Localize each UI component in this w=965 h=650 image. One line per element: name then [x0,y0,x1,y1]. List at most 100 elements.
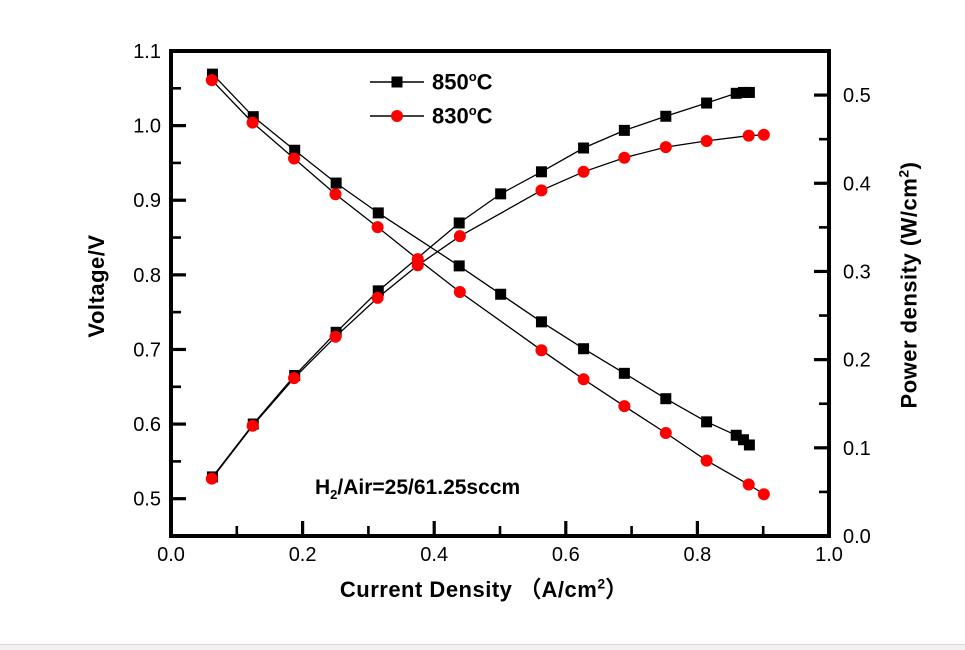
square-marker [730,87,742,99]
x-title-post: ） [605,577,629,602]
circle-marker [700,134,713,147]
circle-marker [288,372,301,385]
y-left-tick-label: 0.6 [133,414,161,436]
circle-marker [757,488,770,501]
y-right-tick-label: 0.0 [843,526,871,548]
x-title-sup: 2 [597,575,606,592]
square-marker [453,217,465,229]
y-left-axis-title-text: Voltage/V [84,234,109,338]
series-850C-power [206,86,755,483]
y-left-tick-label: 0.8 [133,265,161,287]
x-tick-label: 0.4 [420,544,448,566]
y-right-tick-label: 0.4 [843,173,871,195]
square-marker [660,393,672,405]
square-marker [453,260,465,272]
series-line [211,79,765,495]
x-tick-label: 0.6 [552,544,580,566]
x-axis-ticks: 0.0 0.2 0.4 0.6 0.8 1.0 [157,521,843,566]
square-marker [578,343,590,355]
circle-marker [577,165,590,178]
square-marker [247,111,259,123]
series-830C-voltage [205,74,770,501]
x-title-pre: Current Density （A/cm [339,577,598,602]
circle-marker [577,373,590,386]
square-marker [737,86,749,98]
square-marker [535,166,547,178]
circle-marker [659,141,672,154]
square-marker [701,97,713,109]
square-marker [660,110,672,122]
legend-square-marker [391,76,403,88]
circle-marker [618,400,631,413]
x-tick-label: 1.0 [815,544,843,566]
circle-marker [411,259,424,272]
y-left-tick-label: 0.7 [133,339,161,361]
circle-marker [700,454,713,467]
y-left-axis-title: Voltage/V [84,234,110,337]
y-left-tick-label: 1.0 [133,116,161,138]
legend-label-850: 850oC [432,68,493,95]
y-right-axis-ticks: 0.0 0.1 0.2 0.3 0.4 0.5 [814,85,871,548]
y-right-title-pre: Power density (W/cm [896,177,922,409]
circle-marker [246,419,259,432]
circle-marker [329,330,342,343]
square-marker [701,416,713,428]
y-right-tick-label: 0.1 [843,438,871,460]
circle-marker [246,116,259,129]
x-tick-label: 0.2 [289,544,317,566]
square-marker [289,144,301,156]
legend-item-830: 830oC [370,99,493,133]
circle-marker [205,472,218,485]
square-marker [372,207,384,219]
legend-label-830: 830oC [432,102,493,129]
legend: 850oC 830oC [370,65,493,133]
square-marker [743,86,755,98]
y-right-axis-title: Power density (W/cm2) [895,162,922,409]
legend-circle-marker [391,110,403,122]
circle-marker [453,286,466,299]
circle-marker [742,478,755,491]
plot-frame [169,49,831,538]
y-left-tick-label: 1.1 [133,41,161,63]
square-marker [495,288,507,300]
circle-marker [535,184,548,197]
y-left-tick-label: 0.5 [133,489,161,511]
x-tick-label: 0.0 [157,544,185,566]
annotation-gas-flow: H2/Air=25/61.25sccm [315,476,521,503]
circle-marker [659,427,672,440]
legend-swatch-830 [370,110,424,122]
circle-marker [757,128,770,141]
circle-marker [288,152,301,165]
square-marker [495,188,507,200]
series-830C-power [205,128,770,485]
circle-marker [535,344,548,357]
y-right-tick-label: 0.3 [843,261,871,283]
square-marker [618,367,630,379]
square-marker [578,142,590,154]
y-left-axis-ticks: 0.5 0.6 0.7 0.8 0.9 1.0 1.1 [133,41,186,511]
square-marker [618,124,630,136]
bottom-strip [0,644,965,650]
circle-marker [205,74,218,87]
y-right-tick-label: 0.2 [843,350,871,372]
square-marker [330,177,342,189]
x-axis-title: Current Density （A/cm2） [340,572,628,604]
y-right-tick-label: 0.5 [843,85,871,107]
circle-marker [453,230,466,243]
legend-swatch-850 [370,76,424,88]
square-marker [535,316,547,328]
y-right-title-post: ) [896,161,922,170]
square-marker [743,439,755,451]
square-marker [206,68,218,80]
series-line [211,134,764,480]
circle-marker [371,291,384,304]
square-marker [730,429,742,441]
square-marker [372,285,384,297]
legend-item-850: 850oC [370,65,493,99]
circle-marker [371,221,384,234]
y-right-title-sup: 2 [895,169,912,178]
x-tick-label: 0.8 [683,544,711,566]
y-left-tick-label: 0.9 [133,190,161,212]
